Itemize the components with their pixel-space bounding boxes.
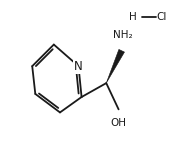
Text: OH: OH: [111, 118, 127, 128]
Text: N: N: [74, 60, 83, 73]
Polygon shape: [106, 49, 125, 83]
Text: Cl: Cl: [157, 12, 167, 22]
Text: NH₂: NH₂: [113, 30, 133, 40]
Text: H: H: [129, 12, 136, 22]
